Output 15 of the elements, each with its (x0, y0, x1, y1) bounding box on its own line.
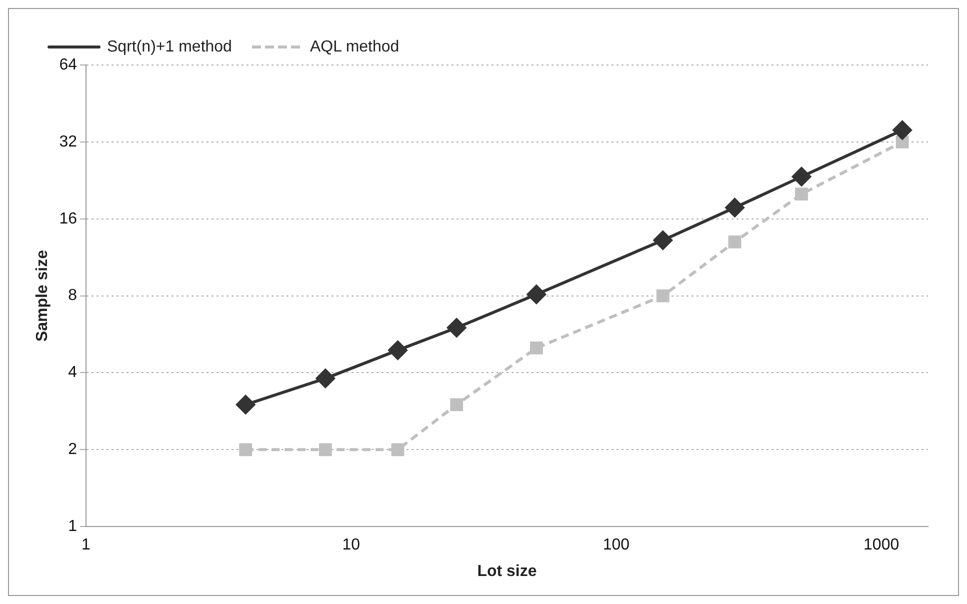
legend-label: AQL method (310, 38, 400, 56)
y-tick-label: 1 (68, 518, 78, 536)
y-tick-label: 16 (59, 210, 78, 228)
y-tick-label: 32 (59, 133, 78, 150)
y-tick-label: 4 (68, 364, 78, 382)
x-tick-label: 1000 (864, 536, 900, 554)
y-tick-label: 64 (59, 56, 78, 74)
legend-label: Sqrt(n)+1 method (107, 38, 232, 56)
y-tick-label: 8 (68, 287, 78, 304)
x-tick-label: 1 (82, 536, 91, 554)
x-tick-label: 100 (602, 536, 630, 554)
y-tick-label: 2 (68, 441, 78, 458)
x-axis-title: Lot size (477, 562, 537, 580)
y-axis-title: Sample size (34, 250, 52, 342)
x-tick-label: 10 (342, 536, 360, 554)
